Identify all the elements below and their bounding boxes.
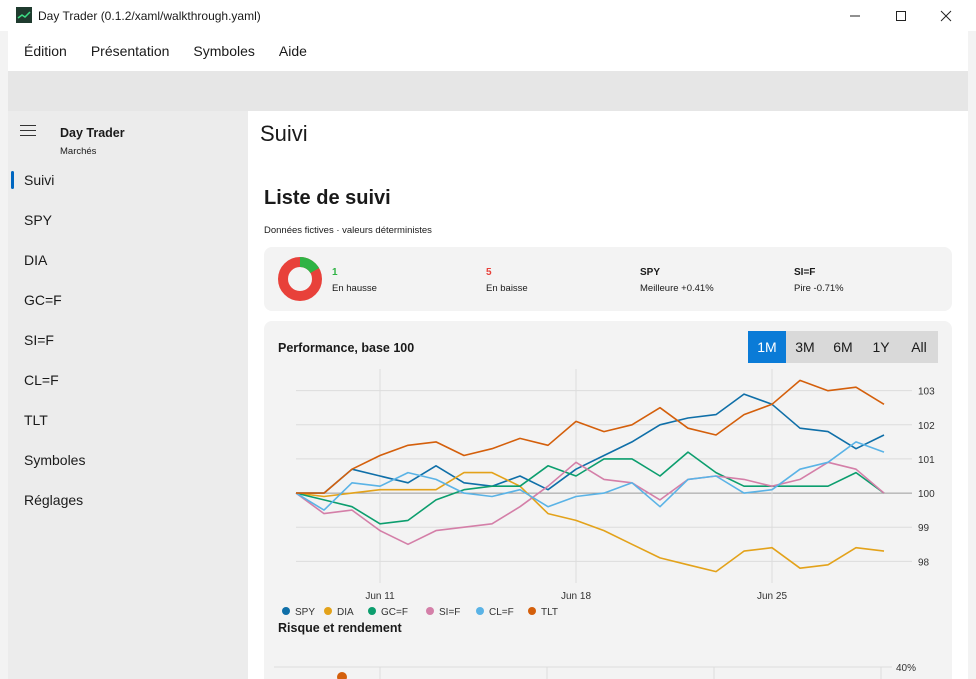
legend-marker	[282, 607, 290, 615]
main-content: Suivi Liste de suivi Données fictives · …	[248, 111, 968, 679]
risk-y-tick-label: 40%	[896, 663, 916, 674]
menu-presentation[interactable]: Présentation	[90, 43, 170, 59]
legend-label: SPY	[295, 607, 315, 618]
close-button[interactable]	[924, 0, 968, 31]
performance-line-chart: 98 99 100 101 102 103 Jun 11 Jun 18 Jun 25 SPY DIA…	[274, 369, 935, 679]
legend-label: SI=F	[439, 607, 460, 618]
y-tick-label: 100	[918, 489, 935, 500]
stat-best-label: Meilleure +0.41%	[640, 283, 714, 294]
range-1y-button[interactable]: 1Y	[862, 331, 900, 363]
sidebar-item-symboles[interactable]: Symboles	[8, 444, 248, 476]
menu-bar: Édition Présentation Symboles Aide	[8, 31, 968, 71]
sidebar-item-spy[interactable]: SPY	[8, 204, 248, 236]
stat-down: 5 En baisse	[486, 267, 528, 294]
x-tick-label: Jun 25	[757, 591, 787, 602]
range-1m-button[interactable]: 1M	[748, 331, 786, 363]
sidebar-item-label: CL=F	[24, 372, 59, 388]
page-header: Suivi	[260, 121, 308, 146]
chart-title: Performance, base 100	[278, 341, 415, 355]
stat-up-value: 1	[332, 267, 338, 278]
stock-chart-icon	[16, 7, 32, 23]
maximize-icon	[896, 10, 906, 21]
stat-worst-value: SI=F	[794, 267, 816, 278]
risk-section-title: Risque et rendement	[278, 621, 402, 635]
risk-point-tlt	[337, 672, 347, 679]
range-all-button[interactable]: All	[900, 331, 938, 363]
legend-marker	[476, 607, 484, 615]
sidebar-item-clf[interactable]: CL=F	[8, 364, 248, 396]
app-name: Day Trader	[60, 126, 125, 140]
y-tick-label: 101	[918, 455, 935, 466]
maximize-button[interactable]	[878, 0, 924, 31]
sidebar-item-label: Symboles	[24, 452, 86, 468]
legend-label: CL=F	[489, 607, 514, 618]
selection-indicator	[11, 171, 14, 189]
sidebar-item-suivi[interactable]: Suivi	[8, 164, 248, 196]
series-line-tlt	[296, 379, 885, 494]
y-tick-label: 102	[918, 421, 935, 432]
x-tick-label: Jun 11	[365, 591, 395, 602]
hamburger-menu-icon[interactable]	[20, 125, 36, 137]
series-line-spy	[296, 393, 885, 494]
sidebar-item-reglages[interactable]: Réglages	[8, 484, 248, 516]
stat-best-value: SPY	[640, 267, 661, 278]
window-title: Day Trader (0.1.2/xaml/walkthrough.yaml)	[38, 9, 261, 23]
sidebar-item-label: DIA	[24, 252, 48, 268]
sidebar-item-label: GC=F	[24, 292, 62, 308]
y-tick-label: 98	[918, 557, 930, 568]
series-line-clf	[295, 441, 885, 511]
sidebar-item-dia[interactable]: DIA	[8, 244, 248, 276]
menu-symboles[interactable]: Symboles	[193, 43, 255, 59]
stat-up: 1 En hausse	[332, 267, 377, 294]
performance-card: Performance, base 100 1M 3M 6M 1Y All 98…	[264, 321, 952, 679]
section-subtitle: Données fictives · valeurs déterministes	[264, 225, 432, 236]
stat-down-value: 5	[486, 267, 492, 278]
series-line-gcf	[295, 451, 885, 525]
sidebar: Day Trader Marchés Suivi SPY DIA GC=F SI…	[8, 111, 248, 679]
range-3m-button[interactable]: 3M	[786, 331, 824, 363]
donut-up-segment	[278, 257, 322, 301]
menu-aide[interactable]: Aide	[278, 43, 307, 59]
x-tick-label: Jun 18	[561, 591, 591, 602]
app-subtitle: Marchés	[60, 146, 97, 157]
series-line-dia	[295, 471, 885, 573]
up-down-donut-chart	[278, 257, 322, 301]
sidebar-item-gcf[interactable]: GC=F	[8, 284, 248, 316]
legend-label: DIA	[337, 607, 354, 618]
minimize-button[interactable]	[832, 0, 878, 31]
sidebar-item-label: SPY	[24, 212, 53, 228]
sidebar-item-label: Suivi	[24, 172, 55, 188]
section-title: Liste de suivi	[264, 187, 391, 209]
legend-label: TLT	[541, 607, 558, 618]
minimize-icon	[850, 15, 860, 16]
legend-marker	[324, 607, 332, 615]
y-tick-label: 99	[918, 523, 930, 534]
legend-label: GC=F	[381, 607, 408, 618]
sidebar-item-label: SI=F	[24, 332, 54, 348]
sidebar-item-label: Réglages	[24, 492, 84, 508]
stat-worst-label: Pire -0.71%	[794, 283, 844, 294]
sidebar-item-sif[interactable]: SI=F	[8, 324, 248, 356]
series-line-sif	[295, 461, 885, 546]
stat-worst: SI=F Pire -0.71%	[794, 267, 844, 294]
y-tick-label: 103	[918, 387, 935, 398]
range-6m-button[interactable]: 6M	[824, 331, 862, 363]
stat-down-label: En baisse	[486, 283, 528, 294]
stat-up-label: En hausse	[332, 283, 377, 294]
legend-marker	[368, 607, 376, 615]
stat-best: SPY Meilleure +0.41%	[640, 267, 714, 294]
menu-edition[interactable]: Édition	[24, 43, 67, 59]
window-titlebar: Day Trader (0.1.2/xaml/walkthrough.yaml)	[0, 0, 976, 31]
range-selector: 1M 3M 6M 1Y All	[748, 331, 938, 363]
legend-marker	[528, 607, 536, 615]
stats-card: 1 En hausse 5 En baisse SPY Meilleure +0…	[264, 247, 952, 311]
legend-marker	[426, 607, 434, 615]
sidebar-item-label: TLT	[24, 412, 48, 428]
toolbar-band	[8, 71, 968, 111]
sidebar-item-tlt[interactable]: TLT	[8, 404, 248, 436]
close-icon	[940, 10, 952, 21]
